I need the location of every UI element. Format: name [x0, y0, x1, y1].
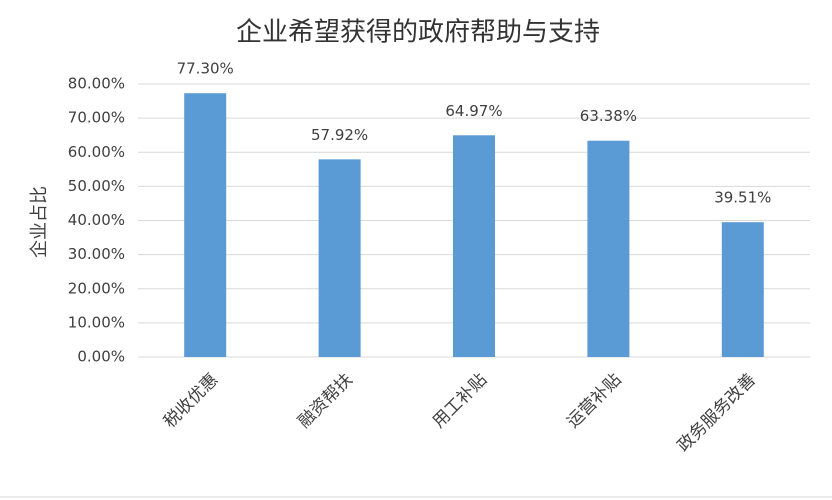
value-label: 64.97%: [445, 102, 502, 120]
y-tick-label: 30.00%: [68, 245, 125, 263]
value-label: 77.30%: [177, 60, 234, 78]
chart-title: 企业希望获得的政府帮助与支持: [236, 18, 600, 48]
y-tick-label: 70.00%: [68, 109, 125, 127]
value-label: 57.92%: [311, 126, 368, 144]
bar: [453, 135, 495, 357]
y-axis-title: 企业占比: [29, 186, 50, 258]
y-tick-label: 0.00%: [77, 348, 125, 366]
value-label: 39.51%: [714, 189, 771, 207]
y-tick-label: 20.00%: [68, 279, 125, 297]
bar: [318, 159, 361, 357]
bar: [721, 222, 764, 357]
y-tick-label: 40.00%: [68, 211, 125, 229]
value-label: 63.38%: [580, 107, 637, 125]
bar: [587, 140, 630, 357]
y-tick-label: 60.00%: [68, 143, 125, 161]
y-tick-label: 80.00%: [68, 75, 125, 93]
y-tick-label: 50.00%: [68, 177, 125, 195]
y-tick-label: 10.00%: [68, 313, 125, 331]
bar: [184, 93, 227, 358]
